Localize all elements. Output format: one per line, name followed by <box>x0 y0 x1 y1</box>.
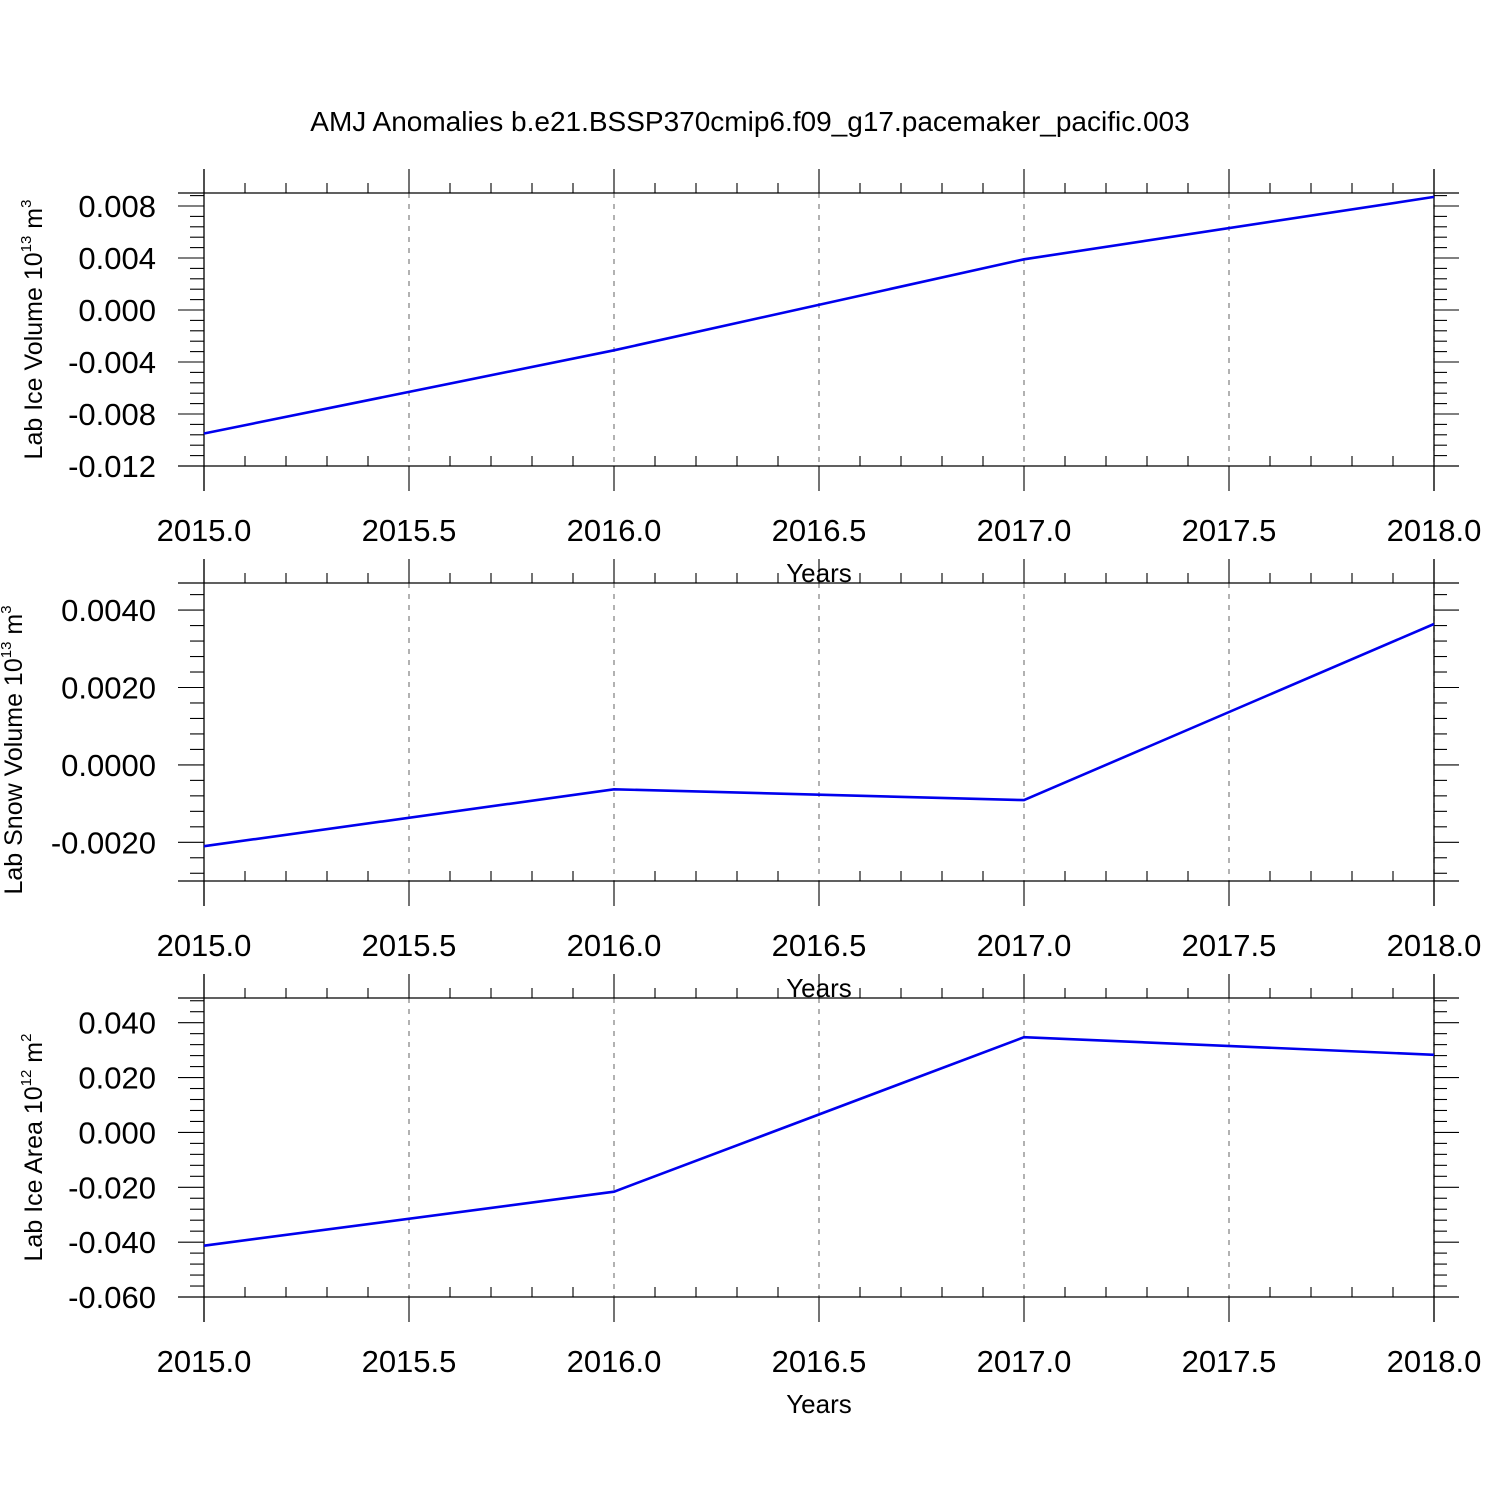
y-tick-label: 0.004 <box>78 241 156 276</box>
x-tick-label: 2017.5 <box>1182 928 1277 963</box>
y-tick-label: 0.000 <box>78 293 156 328</box>
x-tick-label: 2015.5 <box>362 1344 457 1379</box>
x-tick-label: 2015.5 <box>362 928 457 963</box>
x-tick-label: 2015.0 <box>157 1344 252 1379</box>
y-tick-label: -0.004 <box>68 345 156 380</box>
y-tick-label: -0.0020 <box>51 825 156 860</box>
chart-panel-2: 0.0040 0.0020 0.0000 -0.0020 2015.0 2015.5 201… <box>0 559 1481 1003</box>
y-axis-label: Lab Ice Area 1012 m2 <box>18 1034 48 1262</box>
x-tick-label: 2017.0 <box>977 513 1072 548</box>
y-tick-label: -0.012 <box>68 449 156 484</box>
y-tick-label: 0.040 <box>78 1006 156 1041</box>
y-axis-label-main: Lab Ice Volume 10 <box>20 252 48 459</box>
x-tick-label: 2016.0 <box>567 1344 662 1379</box>
x-tick-label: 2018.0 <box>1387 928 1482 963</box>
x-tick-label: 2015.0 <box>157 513 252 548</box>
y-tick-label: -0.060 <box>68 1280 156 1315</box>
x-tick-label: 2015.5 <box>362 513 457 548</box>
x-tick-label: 2018.0 <box>1387 513 1482 548</box>
x-tick-label: 2015.0 <box>157 928 252 963</box>
y-tick-label: 0.008 <box>78 189 156 224</box>
series-line <box>203 622 1435 848</box>
y-tick-label: -0.008 <box>68 397 156 432</box>
y-axis-label: Lab Snow Volume 1013 m3 <box>0 605 28 894</box>
y-axis-label-exponent: 13 <box>18 236 35 253</box>
y-axis-label-main: Lab Ice Area 10 <box>20 1086 48 1261</box>
y-axis-label-unit-exponent: 2 <box>18 1034 35 1042</box>
series-line <box>203 1035 1435 1247</box>
y-axis-label-exponent: 12 <box>18 1070 35 1087</box>
x-tick-label: 2016.0 <box>567 928 662 963</box>
x-tick-label: 2018.0 <box>1387 1344 1482 1379</box>
y-tick-label: 0.000 <box>78 1115 156 1150</box>
x-tick-label: 2016.5 <box>772 1344 867 1379</box>
y-tick-label: 0.0000 <box>61 748 156 783</box>
y-axis-label-unit-exponent: 3 <box>18 200 35 208</box>
y-axis-label-exponent: 13 <box>0 642 15 659</box>
y-tick-label: -0.040 <box>68 1225 156 1260</box>
y-axis-label-unit: m <box>0 614 28 642</box>
y-tick-label: 0.0020 <box>61 670 156 705</box>
x-tick-label: 2016.0 <box>567 513 662 548</box>
x-tick-label: 2017.5 <box>1182 1344 1277 1379</box>
x-axis-label: Years <box>786 1389 852 1419</box>
y-axis-label-main: Lab Snow Volume 10 <box>0 658 28 894</box>
y-tick-label: -0.020 <box>68 1170 156 1205</box>
y-axis-label-unit: m <box>20 208 48 236</box>
chart-title: AMJ Anomalies b.e21.BSSP370cmip6.f09_g17… <box>310 106 1189 137</box>
x-tick-label: 2017.5 <box>1182 513 1277 548</box>
x-tick-label: 2016.5 <box>772 928 867 963</box>
x-tick-label: 2016.5 <box>772 513 867 548</box>
y-tick-label: 0.0040 <box>61 593 156 628</box>
x-tick-label: 2017.0 <box>977 1344 1072 1379</box>
series-line <box>203 195 1435 435</box>
x-tick-label: 2017.0 <box>977 928 1072 963</box>
y-axis-label-unit-exponent: 3 <box>0 605 15 613</box>
y-tick-label: 0.020 <box>78 1061 156 1096</box>
y-axis-label: Lab Ice Volume 1013 m3 <box>18 200 48 460</box>
y-axis-label-unit: m <box>20 1042 48 1070</box>
